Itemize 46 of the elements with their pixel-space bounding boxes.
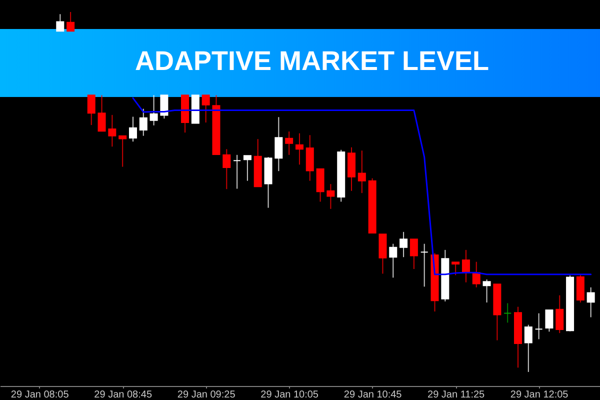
candlestick [556, 294, 564, 334]
candlestick [118, 135, 127, 168]
candlestick [524, 324, 532, 372]
candlestick [378, 234, 387, 274]
candlestick [586, 286, 595, 318]
x-tick-label: 29 Jan 10:05 [260, 390, 319, 400]
x-tick-label: 29 Jan 12:05 [510, 390, 569, 400]
candlestick [128, 116, 137, 142]
candlestick [295, 132, 304, 166]
text: ADAPTIVE MARKET LEVEL [135, 45, 490, 78]
candlestick [233, 154, 242, 190]
candlestick [98, 94, 106, 132]
candlestick [462, 249, 470, 283]
candlestick [139, 108, 148, 136]
x-tick-label: 29 Jan 10:45 [344, 390, 402, 400]
candlestick [285, 131, 294, 156]
x-tick-label: 29 Jan 08:05 [10, 390, 70, 400]
candlestick [452, 262, 460, 276]
candlestick [202, 94, 210, 123]
candlestick [56, 14, 64, 32]
candlestick [389, 243, 398, 278]
candlestick [420, 243, 428, 288]
candlestick [472, 261, 480, 288]
x-tick-label: 29 Jan 08:45 [94, 390, 152, 400]
candlestick [534, 312, 543, 340]
candlestick [358, 150, 366, 194]
candlestick [160, 94, 168, 120]
candlestick [410, 238, 418, 270]
candlestick [326, 184, 335, 210]
candlestick [306, 134, 314, 182]
candlestick [576, 274, 584, 303]
candlestick [150, 94, 158, 126]
x-tick-label: 29 Jan 09:25 [177, 390, 236, 400]
candlestick [504, 302, 512, 324]
x-tick-label: 29 Jan 11:25 [428, 390, 486, 400]
candlestick [400, 231, 408, 258]
candlestick [87, 94, 96, 126]
candlestick [222, 148, 231, 190]
candlestick [66, 11, 75, 32]
candlestick [482, 278, 491, 303]
candlestick [108, 114, 116, 148]
candlestick [348, 146, 356, 192]
candlestick [545, 310, 554, 332]
candlestick [243, 155, 252, 182]
candlestick [316, 168, 324, 202]
candlestick [274, 116, 283, 172]
